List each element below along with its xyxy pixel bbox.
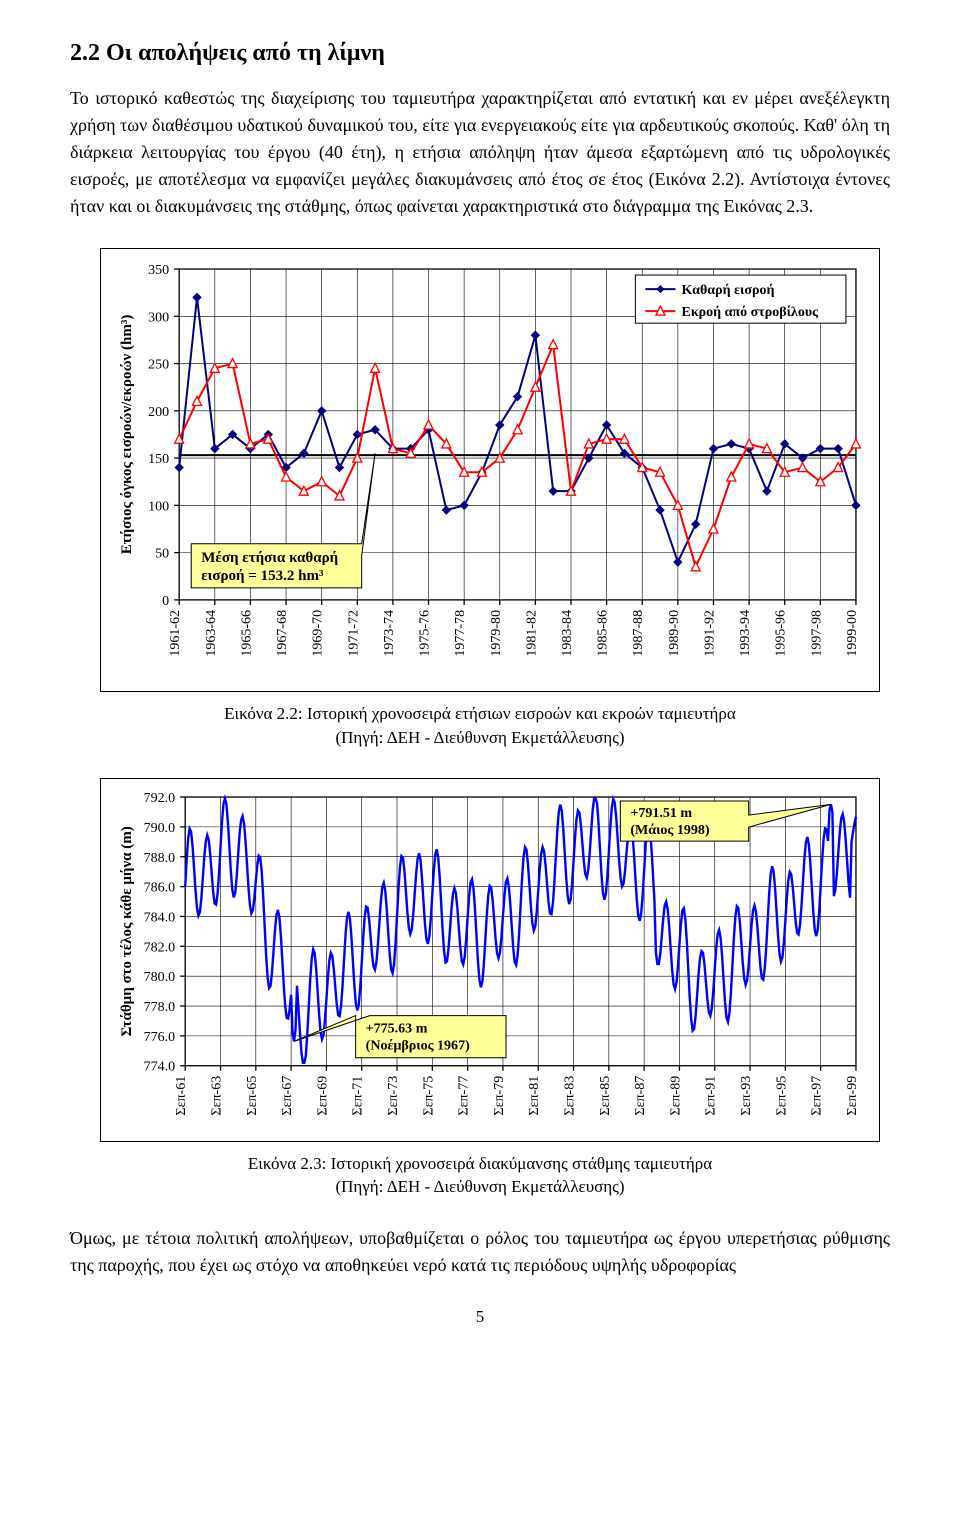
svg-text:100: 100: [148, 498, 169, 514]
svg-text:Στάθμη στο τέλος κάθε μήνα (m): Στάθμη στο τέλος κάθε μήνα (m): [119, 826, 135, 1036]
svg-text:Σεπ-73: Σεπ-73: [385, 1075, 401, 1115]
paragraph-1: Το ιστορικό καθεστώς της διαχείρισης του…: [70, 85, 890, 220]
svg-text:1991-92: 1991-92: [701, 610, 717, 657]
page-number: 5: [70, 1307, 890, 1327]
svg-text:Σεπ-81: Σεπ-81: [526, 1075, 542, 1115]
svg-text:Σεπ-71: Σεπ-71: [350, 1075, 366, 1115]
svg-text:1993-94: 1993-94: [737, 610, 753, 657]
svg-text:1987-88: 1987-88: [630, 610, 646, 657]
svg-text:778.0: 778.0: [144, 999, 176, 1015]
svg-text:1983-84: 1983-84: [559, 610, 575, 657]
caption-2-line1: Εικόνα 2.3: Ιστορική χρονοσειρά διακύμαν…: [248, 1154, 712, 1197]
svg-text:50: 50: [155, 546, 169, 562]
svg-text:Σεπ-69: Σεπ-69: [314, 1075, 330, 1115]
svg-text:792.0: 792.0: [144, 790, 176, 806]
page: 2.2 Οι απολήψεις από τη λίμνη Το ιστορικ…: [0, 0, 960, 1357]
svg-text:1999-00: 1999-00: [844, 610, 860, 657]
svg-text:1971-72: 1971-72: [345, 610, 361, 657]
chart-2: 774.0 776.0 778.0 780.0 782.0 784.0 786.0 788.0…: [109, 787, 871, 1128]
svg-text:782.0: 782.0: [144, 939, 176, 955]
svg-text:1977-78: 1977-78: [452, 610, 468, 657]
svg-text:790.0: 790.0: [144, 820, 176, 836]
caption-2: Εικόνα 2.3: Ιστορική χρονοσειρά διακύμαν…: [70, 1152, 890, 1200]
svg-text:+791.51 m: +791.51 m: [630, 805, 692, 821]
svg-text:Σεπ-83: Σεπ-83: [562, 1075, 578, 1115]
svg-text:1989-90: 1989-90: [666, 610, 682, 657]
svg-text:786.0: 786.0: [144, 879, 176, 895]
svg-text:Σεπ-63: Σεπ-63: [209, 1075, 225, 1115]
svg-text:1967-68: 1967-68: [274, 610, 290, 657]
svg-text:1997-98: 1997-98: [808, 610, 824, 657]
svg-text:1963-64: 1963-64: [203, 610, 219, 657]
svg-text:Σεπ-79: Σεπ-79: [491, 1075, 507, 1115]
paragraph-2: Όμως, με τέτοια πολιτική απολήψεων, υποβ…: [70, 1225, 890, 1279]
svg-text:150: 150: [148, 451, 169, 467]
svg-text:(Μάιος 1998): (Μάιος 1998): [630, 822, 710, 838]
svg-text:Σεπ-93: Σεπ-93: [738, 1075, 754, 1115]
svg-text:774.0: 774.0: [144, 1058, 176, 1074]
svg-text:Σεπ-89: Σεπ-89: [667, 1075, 683, 1115]
chart-1-frame: 0 50 100 150 200 250 300 350 1961-62 1963-64 1965-…: [100, 248, 880, 692]
svg-text:350: 350: [148, 262, 169, 278]
svg-text:Ετήσιος όγκος εισροών/εκροών (: Ετήσιος όγκος εισροών/εκροών (hm³): [119, 315, 135, 555]
svg-text:Σεπ-67: Σεπ-67: [279, 1075, 295, 1115]
svg-text:300: 300: [148, 309, 169, 325]
section-heading: 2.2 Οι απολήψεις από τη λίμνη: [70, 40, 890, 67]
svg-text:1965-66: 1965-66: [238, 610, 254, 657]
caption-1: Εικόνα 2.2: Ιστορική χρονοσειρά ετήσιων …: [70, 702, 890, 750]
svg-text:788.0: 788.0: [144, 849, 176, 865]
svg-text:Σεπ-85: Σεπ-85: [597, 1075, 613, 1115]
svg-text:Εκροή από στροβίλους: Εκροή από στροβίλους: [681, 304, 819, 320]
svg-text:Σεπ-65: Σεπ-65: [244, 1075, 260, 1115]
chart-1: 0 50 100 150 200 250 300 350 1961-62 1963-64 1965-…: [109, 257, 871, 678]
svg-text:1995-96: 1995-96: [773, 610, 789, 657]
svg-text:200: 200: [148, 404, 169, 420]
svg-text:1979-80: 1979-80: [488, 610, 504, 657]
svg-text:Σεπ-95: Σεπ-95: [773, 1075, 789, 1115]
chart-2-frame: 774.0 776.0 778.0 780.0 782.0 784.0 786.0 788.0…: [100, 778, 880, 1142]
svg-text:1975-76: 1975-76: [417, 610, 433, 657]
svg-text:1985-86: 1985-86: [595, 610, 611, 657]
svg-text:250: 250: [148, 357, 169, 373]
svg-text:Σεπ-91: Σεπ-91: [703, 1075, 719, 1115]
caption-1-line1: Εικόνα 2.2: Ιστορική χρονοσειρά ετήσιων …: [224, 704, 736, 747]
svg-text:Σεπ-87: Σεπ-87: [632, 1075, 648, 1115]
svg-text:Σεπ-75: Σεπ-75: [420, 1075, 436, 1115]
svg-text:1973-74: 1973-74: [381, 610, 397, 657]
svg-text:Καθαρή εισροή: Καθαρή εισροή: [681, 282, 774, 298]
svg-text:1961-62: 1961-62: [167, 610, 183, 657]
svg-text:1969-70: 1969-70: [310, 610, 326, 657]
svg-text:Σεπ-77: Σεπ-77: [456, 1075, 472, 1115]
svg-text:Σεπ-97: Σεπ-97: [809, 1075, 825, 1115]
svg-text:(Νοέμβριος 1967): (Νοέμβριος 1967): [366, 1037, 470, 1053]
svg-text:776.0: 776.0: [144, 1029, 176, 1045]
svg-text:+775.63 m: +775.63 m: [366, 1020, 428, 1036]
svg-text:780.0: 780.0: [144, 969, 176, 985]
svg-text:0: 0: [162, 593, 169, 609]
svg-text:Σεπ-61: Σεπ-61: [173, 1075, 189, 1115]
svg-text:1981-82: 1981-82: [523, 610, 539, 657]
svg-text:Μέση ετήσια καθαρή: Μέση ετήσια καθαρή: [201, 550, 338, 566]
svg-text:εισροή = 153.2 hm³: εισροή = 153.2 hm³: [201, 568, 324, 584]
svg-text:Σεπ-99: Σεπ-99: [844, 1075, 860, 1115]
svg-text:784.0: 784.0: [144, 909, 176, 925]
